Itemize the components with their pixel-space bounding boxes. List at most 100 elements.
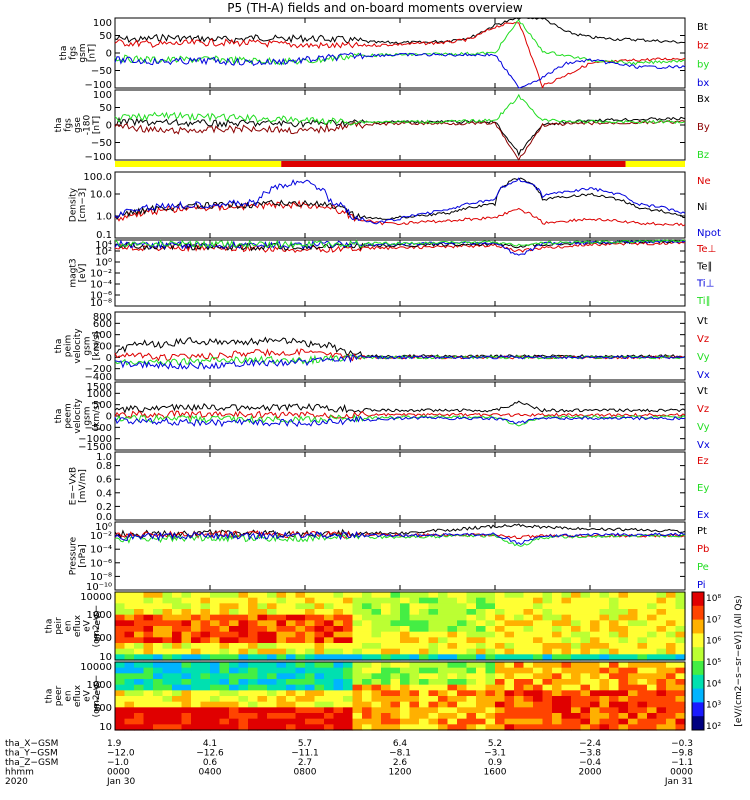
heatmap-cell <box>314 620 325 627</box>
heatmap-cell <box>343 592 354 599</box>
heatmap-cell <box>400 724 411 731</box>
heatmap-cell <box>286 713 297 720</box>
heatmap-cell <box>172 637 183 644</box>
heatmap-cell <box>134 673 145 680</box>
heatmap-cell <box>200 648 211 655</box>
heatmap-cell <box>276 648 287 655</box>
heatmap-cell <box>656 673 667 680</box>
heatmap-cell <box>466 667 477 674</box>
heatmap-cell <box>409 620 420 627</box>
heatmap-cell <box>628 614 639 621</box>
heatmap-cell <box>343 673 354 680</box>
heatmap-cell <box>267 643 278 650</box>
heatmap-cell <box>333 620 344 627</box>
heatmap-cell <box>324 724 335 731</box>
heatmap-cell <box>666 631 677 638</box>
heatmap-cell <box>599 707 610 714</box>
heatmap-cell <box>466 643 477 650</box>
heatmap-cell <box>390 609 401 616</box>
legend-vz: Vz <box>697 404 709 415</box>
legend-ne: Ne <box>697 176 711 187</box>
heatmap-cell <box>400 718 411 725</box>
heatmap-cell <box>523 667 534 674</box>
heatmap-cell <box>248 667 259 674</box>
heatmap-cell <box>229 592 240 599</box>
xaxis-row-value: 5.7 <box>298 739 312 749</box>
heatmap-cell <box>267 609 278 616</box>
heatmap-cell <box>305 724 316 731</box>
heatmap-cell <box>514 718 525 725</box>
heatmap-cell <box>124 603 135 610</box>
heatmap-cell <box>333 654 344 661</box>
heatmap-cell <box>419 643 430 650</box>
heatmap-cell <box>134 626 145 633</box>
heatmap-cell <box>485 684 496 691</box>
series-line-vz <box>114 410 686 419</box>
heatmap-cell <box>191 673 202 680</box>
heatmap-cell <box>523 631 534 638</box>
heatmap-cell <box>504 643 515 650</box>
heatmap-cell <box>609 603 620 610</box>
heatmap-cell <box>143 718 154 725</box>
y-axis-label: peer <box>54 685 64 706</box>
heatmap-cell <box>210 643 221 650</box>
heatmap-cell <box>457 637 468 644</box>
heatmap-cell <box>343 707 354 714</box>
heatmap-cell <box>428 637 439 644</box>
heatmap-cell <box>485 609 496 616</box>
heatmap-cell <box>495 603 506 610</box>
heatmap-cell <box>533 707 544 714</box>
legend-pi: Pi <box>697 580 706 591</box>
heatmap-cell <box>656 597 667 604</box>
heatmap-cell <box>514 597 525 604</box>
heatmap-cell <box>466 696 477 703</box>
heatmap-cell <box>552 626 563 633</box>
heatmap-cell <box>124 684 135 691</box>
xaxis-row-label: tha_Z−GSM <box>5 758 58 768</box>
panel-frame <box>114 591 686 661</box>
heatmap-cell <box>637 690 648 697</box>
heatmap-cell <box>371 620 382 627</box>
heatmap-cell <box>381 643 392 650</box>
heatmap-cell <box>371 609 382 616</box>
heatmap-cell <box>115 597 126 604</box>
heatmap-cell <box>637 626 648 633</box>
heatmap-cell <box>457 713 468 720</box>
heatmap-cell <box>381 701 392 708</box>
heatmap-cell <box>267 620 278 627</box>
heatmap-cell <box>162 626 173 633</box>
y-tick-label: −100 <box>85 80 112 91</box>
heatmap-cell <box>162 696 173 703</box>
colorbar-tick-label: 10⁴ <box>706 679 721 689</box>
heatmap-cell <box>428 626 439 633</box>
y-axis-label: gsm <box>83 406 93 425</box>
heatmap-cell <box>219 614 230 621</box>
heatmap-cell <box>362 667 373 674</box>
y-axis-label: gsm <box>83 336 93 355</box>
heatmap-cell <box>333 696 344 703</box>
heatmap-cell <box>561 707 572 714</box>
heatmap-cell <box>162 637 173 644</box>
heatmap-cell <box>675 597 686 604</box>
heatmap-cell <box>457 690 468 697</box>
heatmap-cell <box>286 654 297 661</box>
heatmap-cell <box>628 667 639 674</box>
heatmap-cell <box>580 707 591 714</box>
heatmap-cell <box>143 707 154 714</box>
heatmap-cell <box>362 707 373 714</box>
heatmap-cell <box>248 662 259 669</box>
heatmap-cell <box>675 684 686 691</box>
heatmap-cell <box>257 713 268 720</box>
heatmap-cell <box>447 696 458 703</box>
heatmap-cell <box>172 648 183 655</box>
heatmap-cell <box>504 701 515 708</box>
heatmap-cell <box>314 667 325 674</box>
colorbar-tick-label: 10³ <box>706 701 721 711</box>
heatmap-cell <box>191 614 202 621</box>
heatmap-cell <box>248 654 259 661</box>
heatmap-cell <box>599 609 610 616</box>
heatmap-cell <box>580 696 591 703</box>
heatmap-cell <box>580 690 591 697</box>
heatmap-cell <box>371 643 382 650</box>
heatmap-cell <box>647 690 658 697</box>
